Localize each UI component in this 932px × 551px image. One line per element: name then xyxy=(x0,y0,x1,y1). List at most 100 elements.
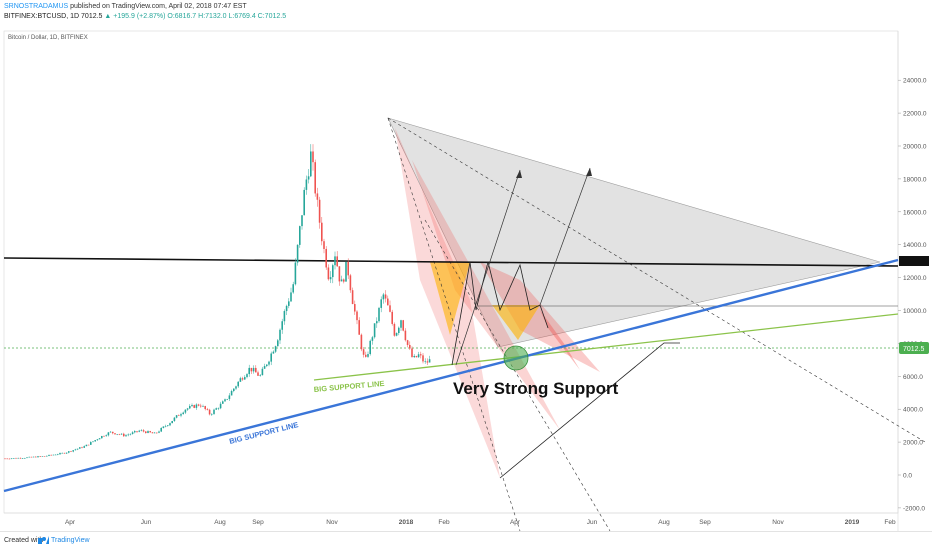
candle-body xyxy=(197,404,200,406)
candle-body xyxy=(354,304,356,312)
candle-body xyxy=(37,456,39,458)
candle-body xyxy=(272,351,275,354)
candle-body xyxy=(123,433,125,437)
candle-body xyxy=(307,176,310,180)
candle-body xyxy=(74,449,77,451)
x-tick-label: Sep xyxy=(699,519,711,526)
candle-body xyxy=(129,433,132,435)
red-channel-4 xyxy=(540,310,580,370)
candle-body xyxy=(208,409,211,415)
candle-body xyxy=(226,399,228,400)
candle-body xyxy=(303,189,305,216)
price-badge xyxy=(899,342,929,354)
symbol-label: Bitcoin / Dollar, 1D, BITFINEX xyxy=(8,35,88,41)
candle-body xyxy=(118,434,121,435)
candle-body xyxy=(142,430,145,432)
candle-body xyxy=(224,399,226,402)
author-link[interactable]: SRNOSTRADAMUS xyxy=(4,3,69,10)
arrow-head-1 xyxy=(516,170,522,178)
candle-body xyxy=(351,290,354,305)
candle-body xyxy=(105,435,107,437)
price-badge-label: 7012.5 xyxy=(903,346,925,353)
candle-body xyxy=(39,456,41,457)
x-tick-label: Apr xyxy=(65,519,76,526)
candle-body xyxy=(50,454,52,456)
candle-body xyxy=(149,431,151,433)
candle-body xyxy=(400,320,402,328)
time-axis[interactable]: Apr Jun Aug Sep Nov 2018 Feb Apr Jun Aug Sep Nov 201… xyxy=(65,519,896,526)
candle-body xyxy=(325,248,327,268)
candle-body xyxy=(387,298,389,306)
candle-body xyxy=(321,222,323,242)
candle-body xyxy=(378,307,380,322)
chart-header: SRNOSTRADAMUS published on TradingView.c… xyxy=(0,0,932,30)
candlestick-series xyxy=(4,144,431,460)
tradingview-brand[interactable]: TradingView xyxy=(51,537,90,544)
candle-body xyxy=(134,431,136,433)
candle-body xyxy=(349,275,352,291)
candle-body xyxy=(268,361,270,365)
candle-body xyxy=(316,193,319,200)
candle-body xyxy=(409,344,411,349)
candle-body xyxy=(369,340,371,355)
candle-body xyxy=(340,279,343,282)
candle-body xyxy=(213,409,215,414)
candle-body xyxy=(323,241,325,249)
projection-line xyxy=(499,342,680,479)
candle-body xyxy=(329,277,332,280)
candle-body xyxy=(195,404,198,408)
x-tick-label: Jun xyxy=(587,519,598,526)
y-tick-label: 0.0 xyxy=(903,473,912,480)
candle-body xyxy=(270,353,272,362)
candle-body xyxy=(171,420,173,424)
candle-body xyxy=(310,151,312,177)
candle-body xyxy=(373,323,376,338)
candle-body xyxy=(395,333,398,336)
x-tick-label: Nov xyxy=(326,519,338,526)
candle-body xyxy=(299,226,301,245)
candle-body xyxy=(68,451,70,453)
gray-triangle-shape xyxy=(387,117,881,348)
candle-body xyxy=(246,374,248,378)
candle-body xyxy=(244,377,246,380)
candle-body xyxy=(237,381,239,387)
candle-body xyxy=(356,311,358,321)
candle-body xyxy=(252,367,255,372)
y-tick-label: 16000.0 xyxy=(903,209,927,216)
candle-body xyxy=(365,354,367,357)
candle-body xyxy=(263,366,266,369)
candle-body xyxy=(406,340,409,345)
y-tick-label: 22000.0 xyxy=(903,111,927,118)
candle-body xyxy=(274,346,277,352)
candle-body xyxy=(250,367,253,372)
candle-body xyxy=(19,457,22,459)
y-tick-label: 6000.0 xyxy=(903,374,923,381)
candle-body xyxy=(382,294,385,300)
candle-body xyxy=(57,454,59,455)
candle-body xyxy=(358,320,360,335)
chart-area[interactable]: Bitcoin / Dollar, 1D, BITFINEX 24000.0 22… xyxy=(0,30,932,531)
candle-body xyxy=(131,432,134,434)
black-line-axis-marker xyxy=(899,256,929,266)
candle-body xyxy=(156,432,158,434)
created-with-label: Created with xyxy=(4,537,44,544)
candle-body xyxy=(384,294,387,299)
candle-body xyxy=(362,349,365,355)
candle-body xyxy=(191,405,193,407)
x-tick-label: Feb xyxy=(884,519,896,526)
candle-body xyxy=(98,438,101,440)
footer: Created with TradingView xyxy=(0,531,932,551)
candle-body xyxy=(17,457,19,459)
candle-body xyxy=(398,327,400,334)
x-tick-label: Sep xyxy=(252,519,264,526)
y-tick-label: 20000.0 xyxy=(903,144,927,151)
candle-body xyxy=(312,151,314,163)
candle-body xyxy=(178,415,180,416)
candle-body xyxy=(296,244,299,263)
candle-body xyxy=(266,364,268,367)
candle-body xyxy=(343,279,345,282)
candle-body xyxy=(85,444,88,447)
candle-body xyxy=(175,415,178,418)
candle-body xyxy=(202,406,204,407)
y-tick-label: 2000.0 xyxy=(903,440,923,447)
